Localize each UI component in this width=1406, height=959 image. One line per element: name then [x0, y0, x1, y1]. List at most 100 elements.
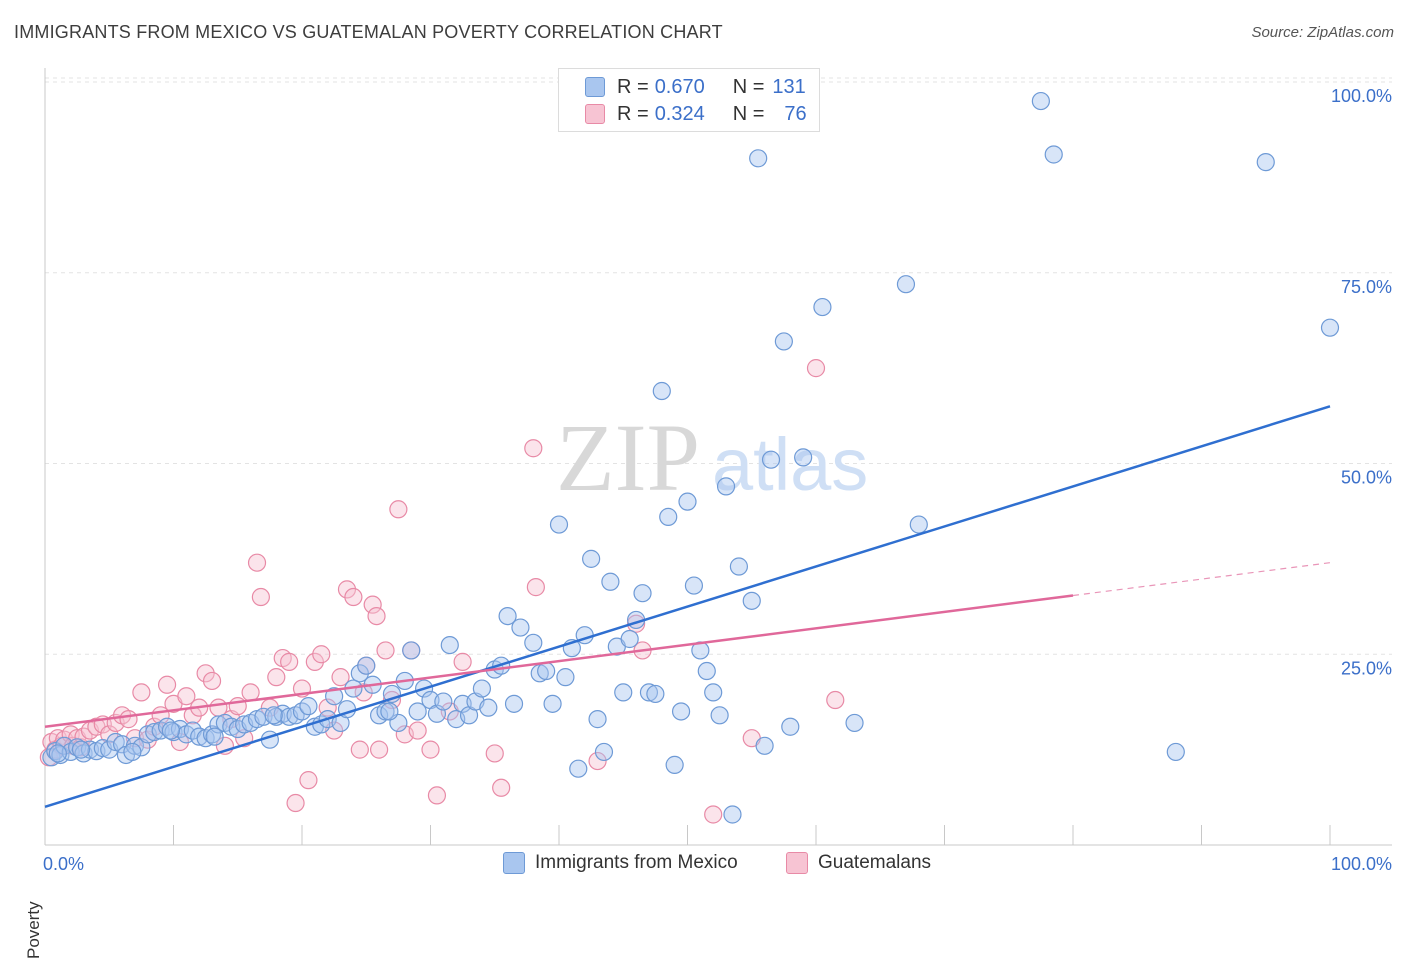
data-point-mexico [202, 725, 222, 744]
data-point-guatemalans [704, 805, 723, 824]
data-point-mexico [794, 448, 813, 467]
data-point-mexico [123, 742, 142, 762]
data-point-mexico [504, 694, 524, 713]
data-point-mexico [440, 635, 459, 655]
tick-labels: 25.0% 50.0% 75.0% 100.0% 0.0% 100.0% [43, 86, 1392, 874]
data-point-guatemalans [337, 580, 357, 599]
data-point-mexico [402, 641, 421, 660]
data-point-mexico [659, 507, 678, 527]
watermark: ZIP atlas [556, 404, 868, 511]
data-point-mexico [556, 668, 575, 687]
n-value: 76 [784, 102, 807, 125]
axes [44, 68, 1392, 846]
data-point-mexico [511, 618, 530, 637]
data-point-mexico [697, 661, 716, 681]
data-point-guatemalans [826, 690, 845, 710]
data-point-guatemalans [280, 652, 299, 671]
trend-line-guatemalans-extension [1072, 562, 1331, 597]
data-point-mexico [582, 549, 601, 568]
legend-label-guatemalans: Guatemalans [818, 852, 932, 873]
series-immigrants-from-mexico [42, 91, 1340, 824]
n-label: N = [732, 75, 765, 98]
data-point-mexico [264, 706, 283, 725]
data-point-guatemalans [363, 595, 382, 614]
data-point-mexico [909, 515, 928, 534]
data-point-mexico [845, 713, 864, 733]
data-point-mexico [1166, 742, 1185, 762]
r-label: R = [617, 102, 649, 125]
trend-line-mexico [44, 405, 1331, 809]
data-point-mexico [408, 702, 427, 721]
data-point-guatemalans [389, 500, 408, 519]
data-point-mexico [704, 683, 723, 702]
gridlines [45, 77, 1392, 655]
data-point-mexico [376, 702, 395, 721]
data-point-guatemalans [344, 587, 363, 607]
data-point-mexico [652, 381, 671, 401]
x-tick-label: 0.0% [43, 854, 84, 874]
legend-row-guatemalans: R = 0.324 N = 76 [585, 102, 807, 126]
data-point-guatemalans [202, 671, 222, 691]
data-point-guatemalans [132, 683, 151, 702]
data-point-mexico [749, 149, 768, 168]
data-point-guatemalans [251, 587, 270, 607]
series-legend: Immigrants from Mexico Guatemalans [0, 852, 1406, 878]
data-point-guatemalans [196, 664, 215, 683]
data-point-guatemalans [286, 793, 305, 813]
r-value: 0.324 [654, 102, 705, 125]
data-point-mexico [325, 687, 344, 706]
data-point-guatemalans [331, 668, 350, 687]
data-point-mexico [896, 275, 916, 294]
data-point-mexico [761, 450, 781, 469]
data-point-guatemalans [370, 740, 389, 759]
r-value: 0.670 [654, 75, 705, 98]
chart-title: IMMIGRANTS FROM MEXICO VS GUATEMALAN POV… [14, 22, 723, 42]
data-point-mexico [537, 661, 556, 681]
source-label: Source: ZipAtlas.com [1251, 24, 1394, 41]
data-point-guatemalans [177, 687, 196, 706]
data-point-guatemalans [305, 652, 324, 671]
x-tick-label: 100.0% [1331, 854, 1392, 874]
watermark-atlas: atlas [712, 423, 868, 506]
data-point-guatemalans [453, 652, 472, 671]
data-point-mexico [472, 679, 491, 698]
data-point-guatemalans [312, 645, 331, 664]
data-point-guatemalans [408, 721, 427, 740]
legend-item-guatemalans: Guatemalans [786, 852, 931, 874]
data-point-mexico [380, 702, 399, 721]
data-point-mexico [299, 697, 318, 716]
data-point-mexico [646, 684, 665, 704]
data-point-mexico [357, 656, 376, 675]
data-point-mexico [569, 759, 588, 778]
data-point-guatemalans [241, 683, 260, 702]
data-point-guatemalans [157, 675, 177, 694]
legend-label-mexico: Immigrants from Mexico [535, 852, 738, 873]
data-point-guatemalans [526, 578, 545, 597]
r-label: R = [617, 75, 649, 98]
data-point-guatemalans [376, 641, 395, 660]
data-point-guatemalans [119, 710, 138, 729]
legend-swatch-blue [503, 852, 525, 874]
trend-lines [44, 405, 1331, 809]
data-point-guatemalans [524, 439, 543, 458]
data-point-mexico [742, 591, 761, 610]
data-point-mexico [633, 584, 652, 603]
data-point-mexico [1320, 318, 1340, 337]
data-point-guatemalans [806, 359, 826, 378]
data-point-guatemalans [367, 606, 386, 626]
legend-row-mexico: R = 0.670 N = 131 [585, 75, 806, 99]
data-point-mexico [588, 710, 607, 729]
data-point-mexico [549, 515, 569, 534]
y-tick-label: 25.0% [1341, 658, 1392, 678]
y-tick-label: 100.0% [1331, 86, 1392, 106]
n-value: 131 [772, 75, 806, 98]
data-point-guatemalans [492, 778, 511, 797]
data-point-mexico [48, 744, 67, 763]
correlation-legend: R = 0.670 N = 131 R = 0.324 N = 76 [558, 68, 820, 132]
data-point-mexico [205, 727, 224, 746]
data-point-mexico [723, 805, 742, 824]
data-point-mexico [524, 633, 543, 652]
y-tick-label: 50.0% [1341, 468, 1392, 488]
data-point-guatemalans [247, 553, 267, 572]
data-point-mexico [684, 576, 704, 595]
